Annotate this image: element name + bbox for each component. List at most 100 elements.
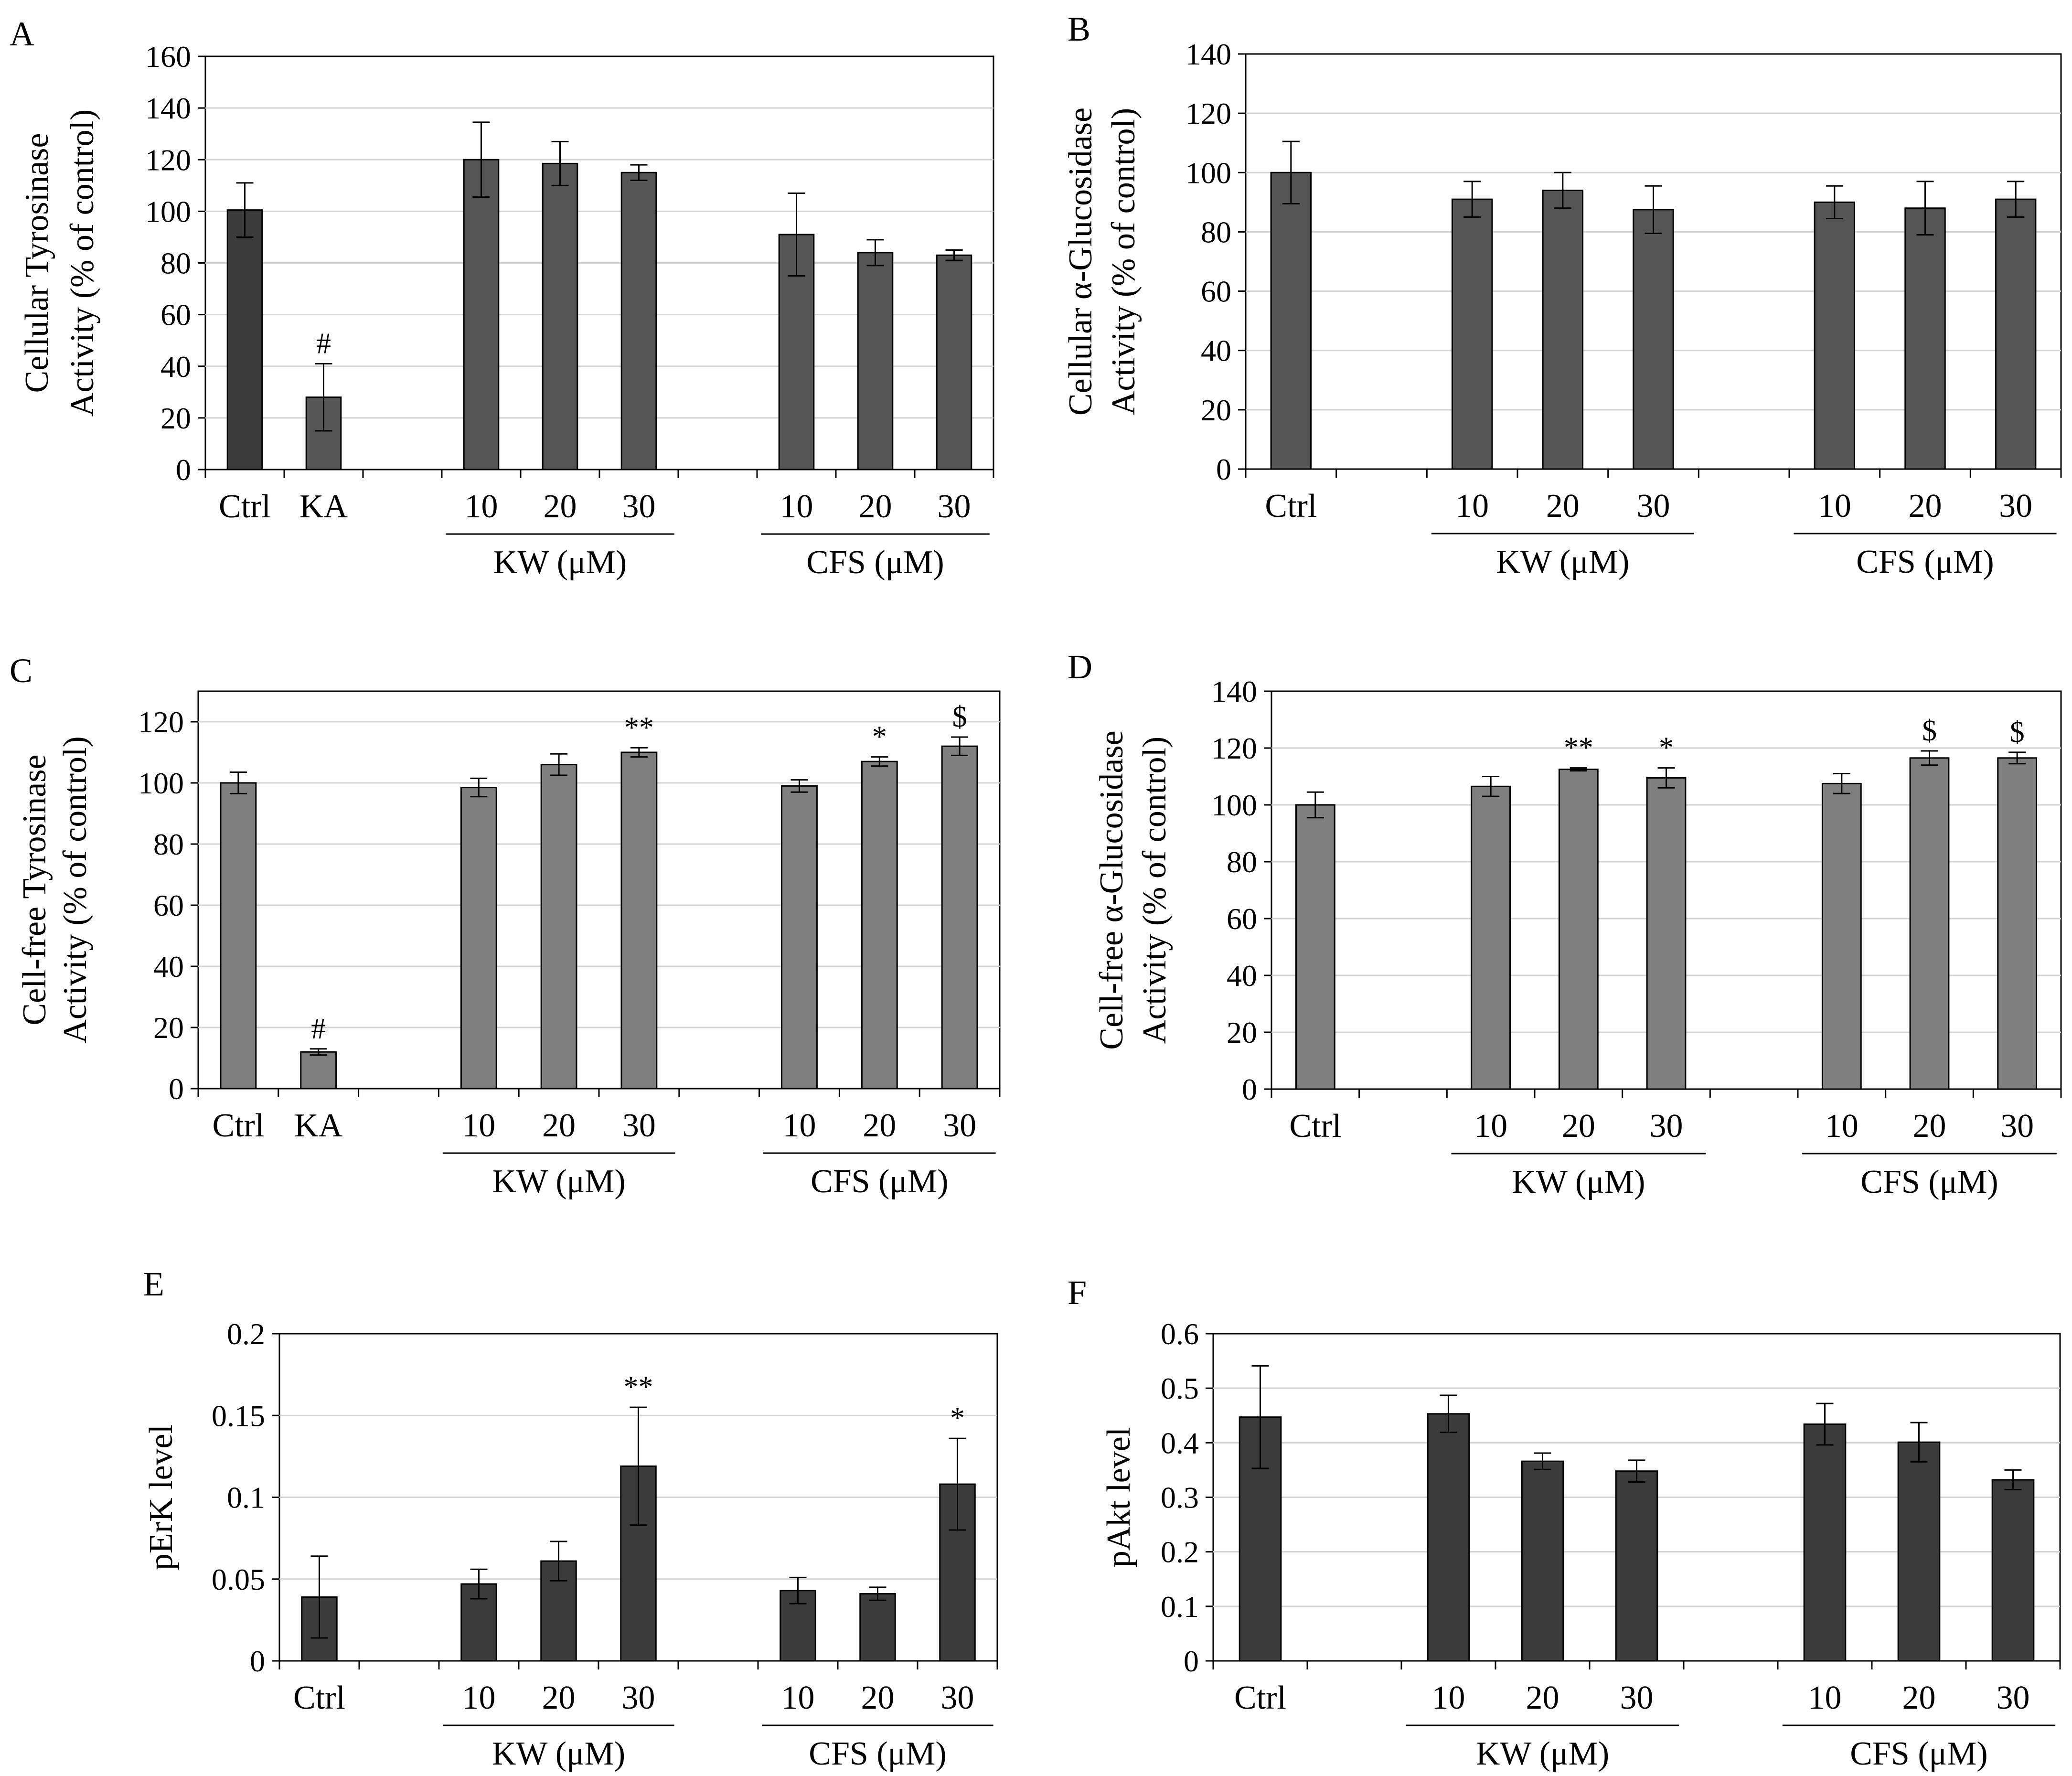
y-tick-label: 140 <box>1186 37 1231 71</box>
y-tick-label: 20 <box>1227 1016 1257 1049</box>
y-tick-label: 140 <box>1211 674 1257 708</box>
x-category-label: Ctrl <box>1289 1108 1341 1145</box>
panel-letter: E <box>143 1265 164 1303</box>
x-category-label: 30 <box>1637 488 1670 524</box>
bar <box>1295 804 1335 1090</box>
bar <box>941 745 978 1090</box>
panel-letter: F <box>1068 1273 1087 1312</box>
bar <box>460 787 497 1090</box>
y-tick-label: 100 <box>145 194 191 228</box>
y-tick-label: 0.6 <box>1161 1317 1199 1351</box>
x-category-label: 10 <box>1818 488 1851 524</box>
bar <box>1897 1441 1941 1662</box>
x-category-label: 20 <box>542 1107 576 1144</box>
x-category-label: 10 <box>462 1680 496 1716</box>
x-category-label: KA <box>299 488 348 525</box>
significance-label: ** <box>1564 732 1593 764</box>
x-category-label: Ctrl <box>212 1107 264 1144</box>
bar <box>463 159 500 471</box>
x-category-label: 30 <box>1999 488 2032 524</box>
x-category-label: 20 <box>1902 1680 1936 1716</box>
y-tick-label: 80 <box>160 246 191 280</box>
x-category-label: Ctrl <box>293 1680 345 1716</box>
panel-letter: B <box>1068 10 1090 48</box>
x-category-label: 10 <box>1825 1108 1858 1145</box>
x-category-label: Ctrl <box>1265 488 1317 524</box>
significance-label: # <box>311 1013 326 1045</box>
y-tick-label: 0.15 <box>212 1399 265 1433</box>
group-label: CFS (μM) <box>1856 544 1994 580</box>
group-label: KW (μM) <box>493 544 627 581</box>
y-tick-label: 0.1 <box>1161 1590 1199 1624</box>
x-category-label: 10 <box>1432 1680 1465 1716</box>
panel-letter: D <box>1068 648 1092 686</box>
y-tick-label: 140 <box>145 91 191 125</box>
bar <box>1451 198 1493 470</box>
y-axis-label: Activity (% of control) <box>64 109 101 417</box>
y-tick-label: 0 <box>1242 1072 1257 1106</box>
y-tick-label: 0 <box>250 1644 265 1678</box>
y-tick-label: 0.2 <box>227 1317 265 1351</box>
y-tick-label: 60 <box>153 888 184 922</box>
y-tick-label: 20 <box>1201 393 1231 427</box>
x-category-label: KA <box>294 1107 343 1144</box>
bar <box>1995 198 2037 470</box>
y-tick-label: 0 <box>1184 1644 1199 1678</box>
group-label: CFS (μM) <box>1860 1164 1998 1200</box>
x-category-label: 10 <box>1474 1108 1507 1145</box>
bar <box>1997 757 2038 1090</box>
panel-letter: A <box>10 15 34 53</box>
y-tick-label: 40 <box>160 350 191 384</box>
bar <box>1646 777 1687 1090</box>
y-tick-label: 60 <box>1201 275 1231 309</box>
y-tick-label: 20 <box>160 401 191 435</box>
significance-label: ** <box>624 711 654 744</box>
y-axis-label: pErK level <box>143 1424 180 1570</box>
group-label: KW (μM) <box>1496 544 1629 580</box>
y-axis-label: Activity (% of control) <box>1136 737 1173 1044</box>
y-tick-label: 120 <box>1211 731 1257 765</box>
x-category-label: 10 <box>465 488 498 525</box>
bar <box>620 751 658 1090</box>
y-axis-label: Activity (% of control) <box>1105 108 1142 415</box>
bar <box>1991 1479 2035 1662</box>
bar <box>936 254 972 471</box>
y-tick-label: 80 <box>153 827 184 861</box>
significance-label: $ <box>2010 716 2025 749</box>
bar <box>542 162 578 471</box>
bar <box>1909 757 1950 1090</box>
y-tick-label: 80 <box>1227 845 1257 879</box>
x-category-label: Ctrl <box>1234 1680 1286 1716</box>
y-axis-label: Cellular Tyrosinase <box>19 133 55 393</box>
x-category-label: 30 <box>943 1107 976 1144</box>
bar <box>1558 769 1599 1090</box>
y-axis-label: pAkt level <box>1100 1427 1137 1568</box>
significance-label: * <box>950 1402 965 1434</box>
x-category-label: 10 <box>1808 1680 1842 1716</box>
chart-panel-c: 0 20 40 60 80 100 120 Ctrl # KA 10 20 ** 30 10 * 20 $30 KW… <box>10 652 1001 1200</box>
bar <box>226 209 263 471</box>
bar <box>1427 1413 1470 1662</box>
y-axis-label: Cell-free α-Glucosidase <box>1093 730 1130 1049</box>
x-category-label: 20 <box>859 488 892 525</box>
y-tick-label: 120 <box>138 705 184 739</box>
x-category-label: 10 <box>1455 488 1489 524</box>
significance-label: $ <box>1922 715 1937 747</box>
y-axis-label: Activity (% of control) <box>57 736 94 1043</box>
group-label: CFS (μM) <box>1850 1735 1987 1772</box>
x-category-label: 20 <box>1909 488 1942 524</box>
bar <box>1803 1423 1847 1662</box>
group-label: KW (μM) <box>1476 1735 1609 1772</box>
significance-label: * <box>1659 732 1674 764</box>
y-tick-label: 0.05 <box>212 1562 265 1596</box>
x-category-label: 20 <box>861 1680 895 1716</box>
y-axis-label: Cell-free Tyrosinase <box>16 754 53 1025</box>
y-tick-label: 0 <box>176 453 191 487</box>
bar <box>861 760 898 1090</box>
significance-label: * <box>872 721 887 753</box>
x-category-label: Ctrl <box>219 488 271 525</box>
y-tick-label: 40 <box>153 950 184 984</box>
bar <box>781 785 818 1090</box>
